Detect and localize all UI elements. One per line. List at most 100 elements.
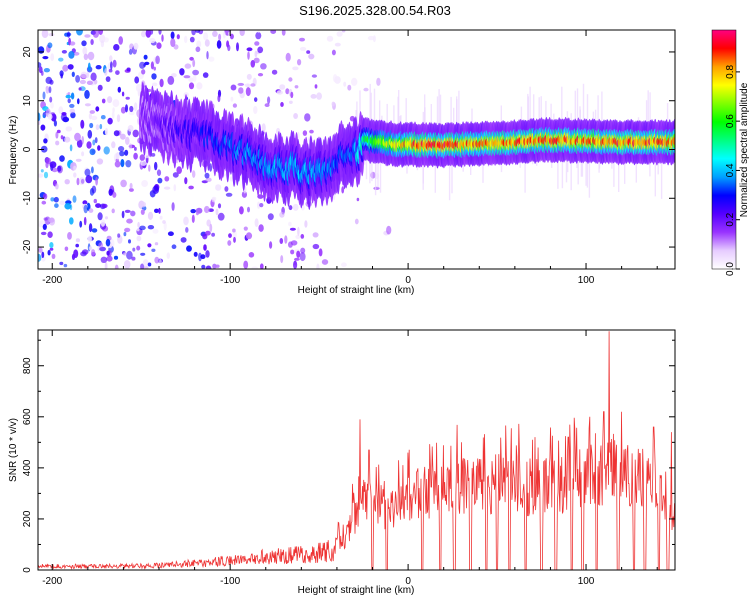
colorbar-gradient: [711, 29, 737, 270]
heatmap-cell: [38, 222, 43, 228]
heatmap-cell: [343, 81, 347, 87]
heatmap-cell: [205, 265, 212, 269]
heatmap-cell: [55, 183, 59, 190]
heatmap-cell: [316, 92, 322, 100]
heatmap-cell: [373, 186, 380, 190]
heatmap-cell: [196, 82, 203, 90]
heatmap-cell: [125, 160, 132, 168]
heatmap-cell: [192, 74, 197, 82]
heatmap-cell: [257, 201, 261, 209]
heatmap-cell: [114, 160, 121, 168]
heatmap-cell: [69, 103, 75, 108]
heatmap-cell: [111, 208, 115, 214]
heatmap-cell: [244, 83, 251, 88]
heatmap-cell: [139, 201, 146, 208]
heatmap-cell: [42, 114, 46, 118]
heatmap-cell: [209, 223, 213, 233]
heatmap-cell: [108, 188, 113, 196]
heatmap-cell: [60, 135, 64, 140]
heatmap-cell: [192, 59, 196, 68]
heatmap-cell: [151, 73, 157, 80]
heatmap-cell: [140, 263, 145, 269]
heatmap-cell: [154, 161, 158, 171]
heatmap-cell: [152, 82, 158, 87]
heatmap-cell: [64, 246, 69, 252]
heatmap-cell: [176, 34, 180, 40]
heatmap-cell: [135, 83, 142, 93]
heatmap-cell: [196, 211, 199, 216]
heatmap-cell: [154, 208, 159, 213]
heatmap-cell: [94, 137, 98, 144]
heatmap-cell: [91, 185, 97, 194]
heatmap-cell: [104, 127, 109, 136]
heatmap-cell: [290, 249, 295, 255]
heatmap-cell: [92, 139, 96, 146]
heatmap-cell: [107, 96, 113, 104]
heatmap-cell: [202, 233, 208, 240]
heatmap-cell: [248, 252, 255, 258]
heatmap-cell: [367, 35, 375, 41]
heatmap-cell: [246, 47, 253, 52]
heatmap-cell: [38, 112, 41, 122]
heatmap-cell: [101, 98, 106, 104]
heatmap-cell: [57, 165, 62, 172]
colorbar-tick-label: 0.2: [725, 212, 736, 226]
heatmap-cell: [228, 233, 232, 239]
heatmap-cell: [77, 98, 80, 105]
heatmap-cell: [173, 44, 179, 50]
heatmap-cell: [87, 129, 93, 139]
heatmap-cell: [191, 214, 195, 223]
heatmap-cell: [106, 250, 110, 256]
y-tick-label: 400: [22, 459, 33, 476]
heatmap-cell: [288, 205, 293, 211]
colorbar-tick-label: 0.8: [725, 64, 736, 78]
y-tick-label: 200: [22, 510, 33, 527]
heatmap-cell: [124, 227, 131, 233]
heatmap-cell: [292, 203, 299, 211]
heatmap-cell: [117, 86, 122, 93]
heatmap-cell: [164, 176, 170, 182]
y-tick-label: 800: [22, 357, 33, 374]
heatmap-cell: [162, 220, 166, 224]
heatmap-cell: [114, 264, 119, 269]
heatmap-cell: [67, 64, 74, 70]
heatmap-cell: [279, 238, 284, 244]
heatmap-cell: [150, 153, 156, 157]
heatmap-cell: [101, 203, 108, 209]
heatmap-cell: [270, 30, 277, 34]
heatmap-cell: [254, 97, 258, 102]
heatmap-cell: [230, 96, 234, 102]
heatmap-cell: [295, 234, 301, 239]
heatmap-cell: [78, 177, 85, 185]
heatmap-cell: [271, 69, 278, 75]
heatmap-cell: [42, 223, 47, 230]
heatmap-cell: [354, 218, 359, 225]
heatmap-cell: [80, 119, 85, 129]
heatmap-cell: [105, 216, 108, 220]
heatmap-cell: [89, 148, 96, 156]
heatmap-cell: [334, 76, 341, 84]
heatmap-cell: [91, 249, 96, 256]
heatmap-cell: [202, 72, 209, 78]
heatmap-cell: [99, 246, 106, 252]
heatmap-cell: [49, 96, 53, 103]
heatmap-cell: [215, 184, 222, 191]
heatmap-cell: [133, 102, 138, 112]
heatmap-cell: [117, 233, 121, 238]
heatmap-cell: [58, 106, 64, 115]
heatmap-cell: [143, 54, 148, 60]
heatmap-cell: [111, 141, 116, 149]
y-tick-label: 20: [22, 46, 33, 58]
heatmap-cell: [97, 145, 101, 151]
heatmap-cell: [67, 232, 72, 240]
heatmap-cell: [218, 33, 222, 41]
heatmap-cell: [195, 46, 201, 53]
heatmap-cell: [120, 179, 127, 188]
heatmap-cell: [70, 92, 75, 100]
heatmap-cell: [40, 145, 48, 153]
heatmap-cell: [120, 133, 126, 140]
heatmap-cell: [68, 51, 75, 59]
